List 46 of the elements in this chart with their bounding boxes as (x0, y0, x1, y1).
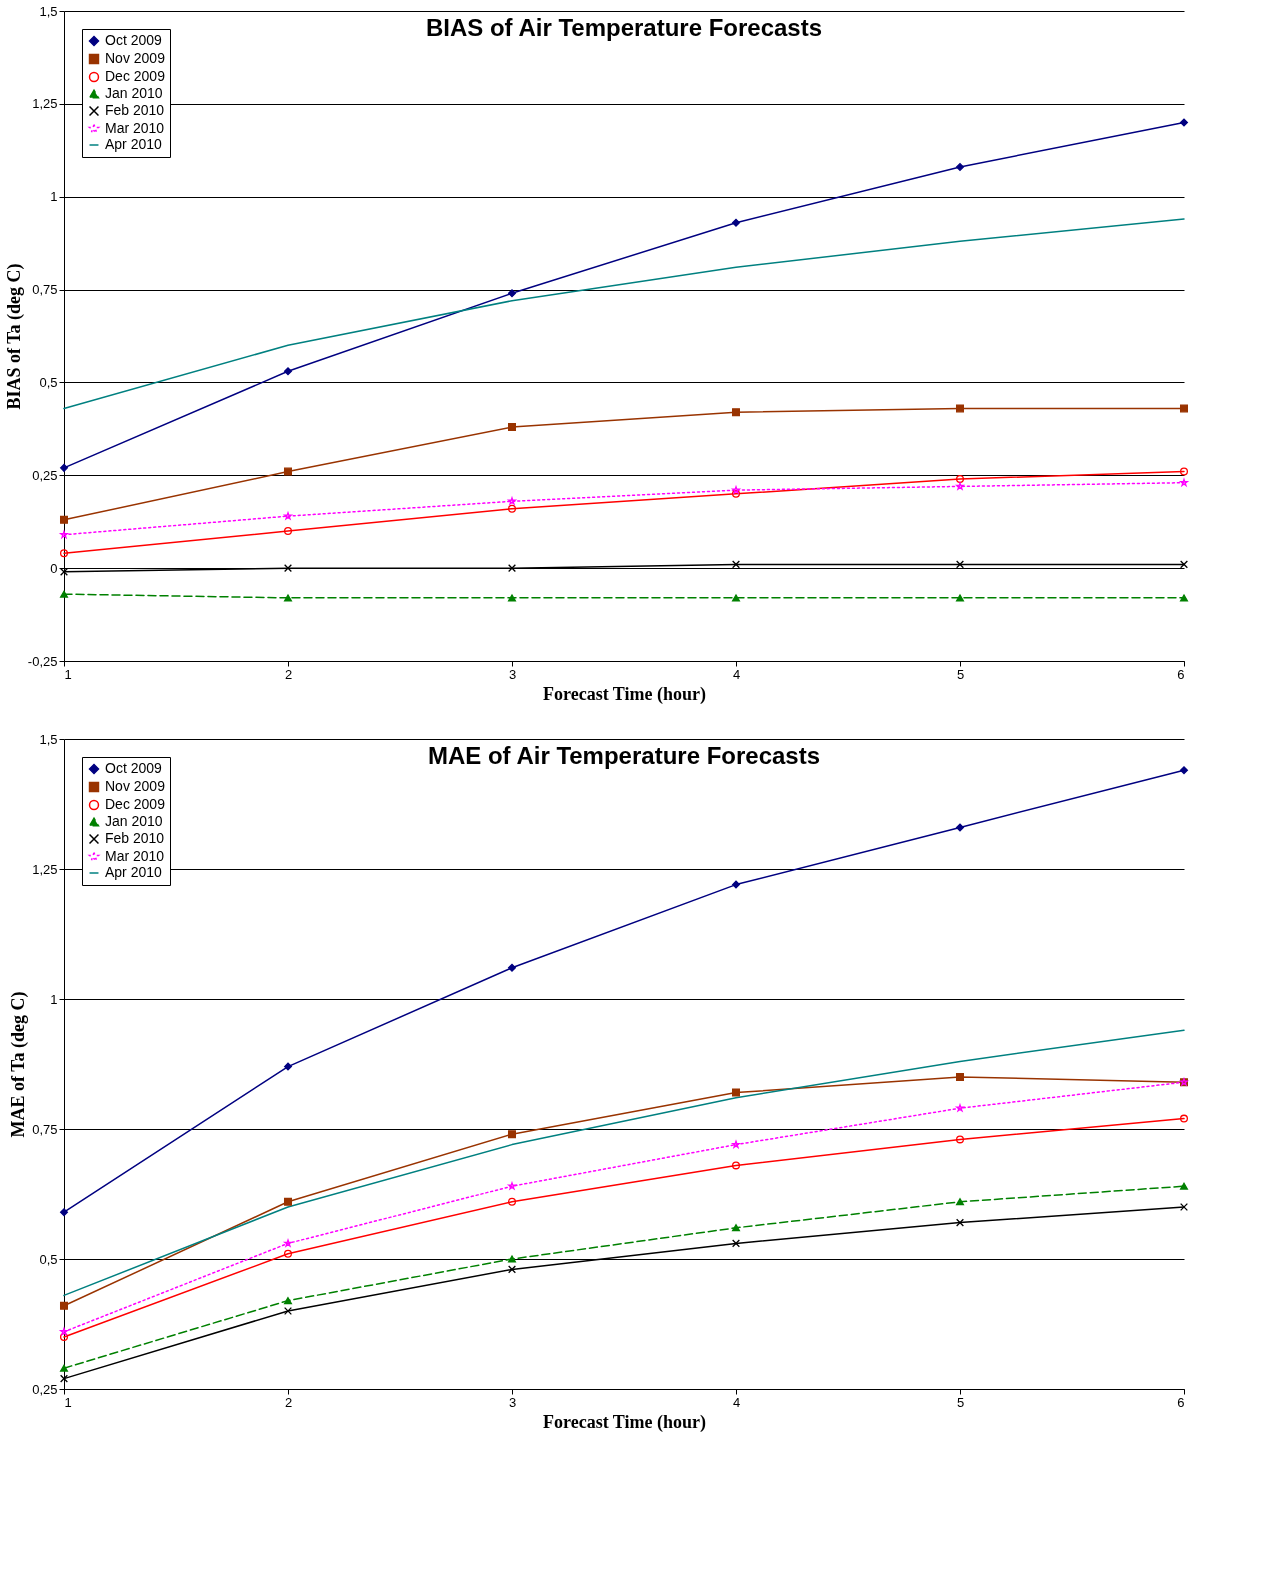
x-axis-title: Forecast Time (hour) (543, 1411, 706, 1433)
y-tick-label: 0,5 (39, 1251, 58, 1267)
y-tick-label: 0 (50, 560, 58, 576)
y-tick-label: 0,25 (32, 467, 58, 483)
legend-label: Feb 2010 (105, 830, 165, 846)
x-tick-label: 6 (1177, 666, 1185, 682)
x-tick-label: 3 (508, 1394, 517, 1410)
x-tick-label: 3 (508, 666, 517, 682)
x-tick-label: 2 (284, 666, 293, 682)
legend-label: Jan 2010 (105, 813, 163, 829)
legend-label: Nov 2009 (105, 778, 166, 794)
legend-label: Apr 2010 (105, 136, 163, 152)
x-tick-label: 5 (956, 666, 965, 682)
y-tick-label: 1 (50, 991, 58, 1007)
y-axis-title: MAE of Ta (deg C) (8, 991, 30, 1138)
legend-label: Dec 2009 (105, 796, 166, 812)
y-tick-label: 1,5 (39, 731, 58, 747)
legend-label: Jan 2010 (105, 85, 163, 101)
legend-label: Dec 2009 (105, 68, 166, 84)
legend-label: Mar 2010 (105, 120, 165, 136)
x-axis-title: Forecast Time (hour) (543, 683, 706, 705)
y-tick-label: 0,75 (32, 1121, 58, 1137)
chart-title: BIAS of Air Temperature Forecasts (425, 14, 823, 41)
y-tick-label: 1,25 (32, 96, 58, 112)
y-tick-label: 0,75 (32, 282, 58, 298)
y-tick-label: 0,5 (39, 374, 58, 390)
y-tick-label: 0,25 (32, 1381, 58, 1397)
legend-label: Apr 2010 (105, 864, 163, 880)
y-tick-label: 1 (50, 189, 58, 205)
x-tick-label: 2 (284, 1394, 293, 1410)
x-tick-label: 4 (732, 666, 741, 682)
legend-label: Nov 2009 (105, 50, 166, 66)
x-tick-label: 1 (64, 666, 72, 682)
legend-label: Mar 2010 (105, 848, 165, 864)
y-tick-label: -0,25 (27, 653, 58, 669)
x-tick-label: 4 (732, 1394, 741, 1410)
y-tick-label: 1,25 (32, 861, 58, 877)
chart-title: MAE of Air Temperature Forecasts (427, 742, 821, 769)
x-tick-label: 6 (1177, 1394, 1185, 1410)
y-axis-title: BIAS of Ta (deg C) (3, 263, 25, 410)
legend-label: Feb 2010 (105, 102, 165, 118)
x-tick-label: 1 (64, 1394, 72, 1410)
legend-label: Oct 2009 (105, 760, 163, 776)
y-tick-label: 1,5 (39, 3, 58, 19)
legend-label: Oct 2009 (105, 32, 163, 48)
x-tick-label: 5 (956, 1394, 965, 1410)
